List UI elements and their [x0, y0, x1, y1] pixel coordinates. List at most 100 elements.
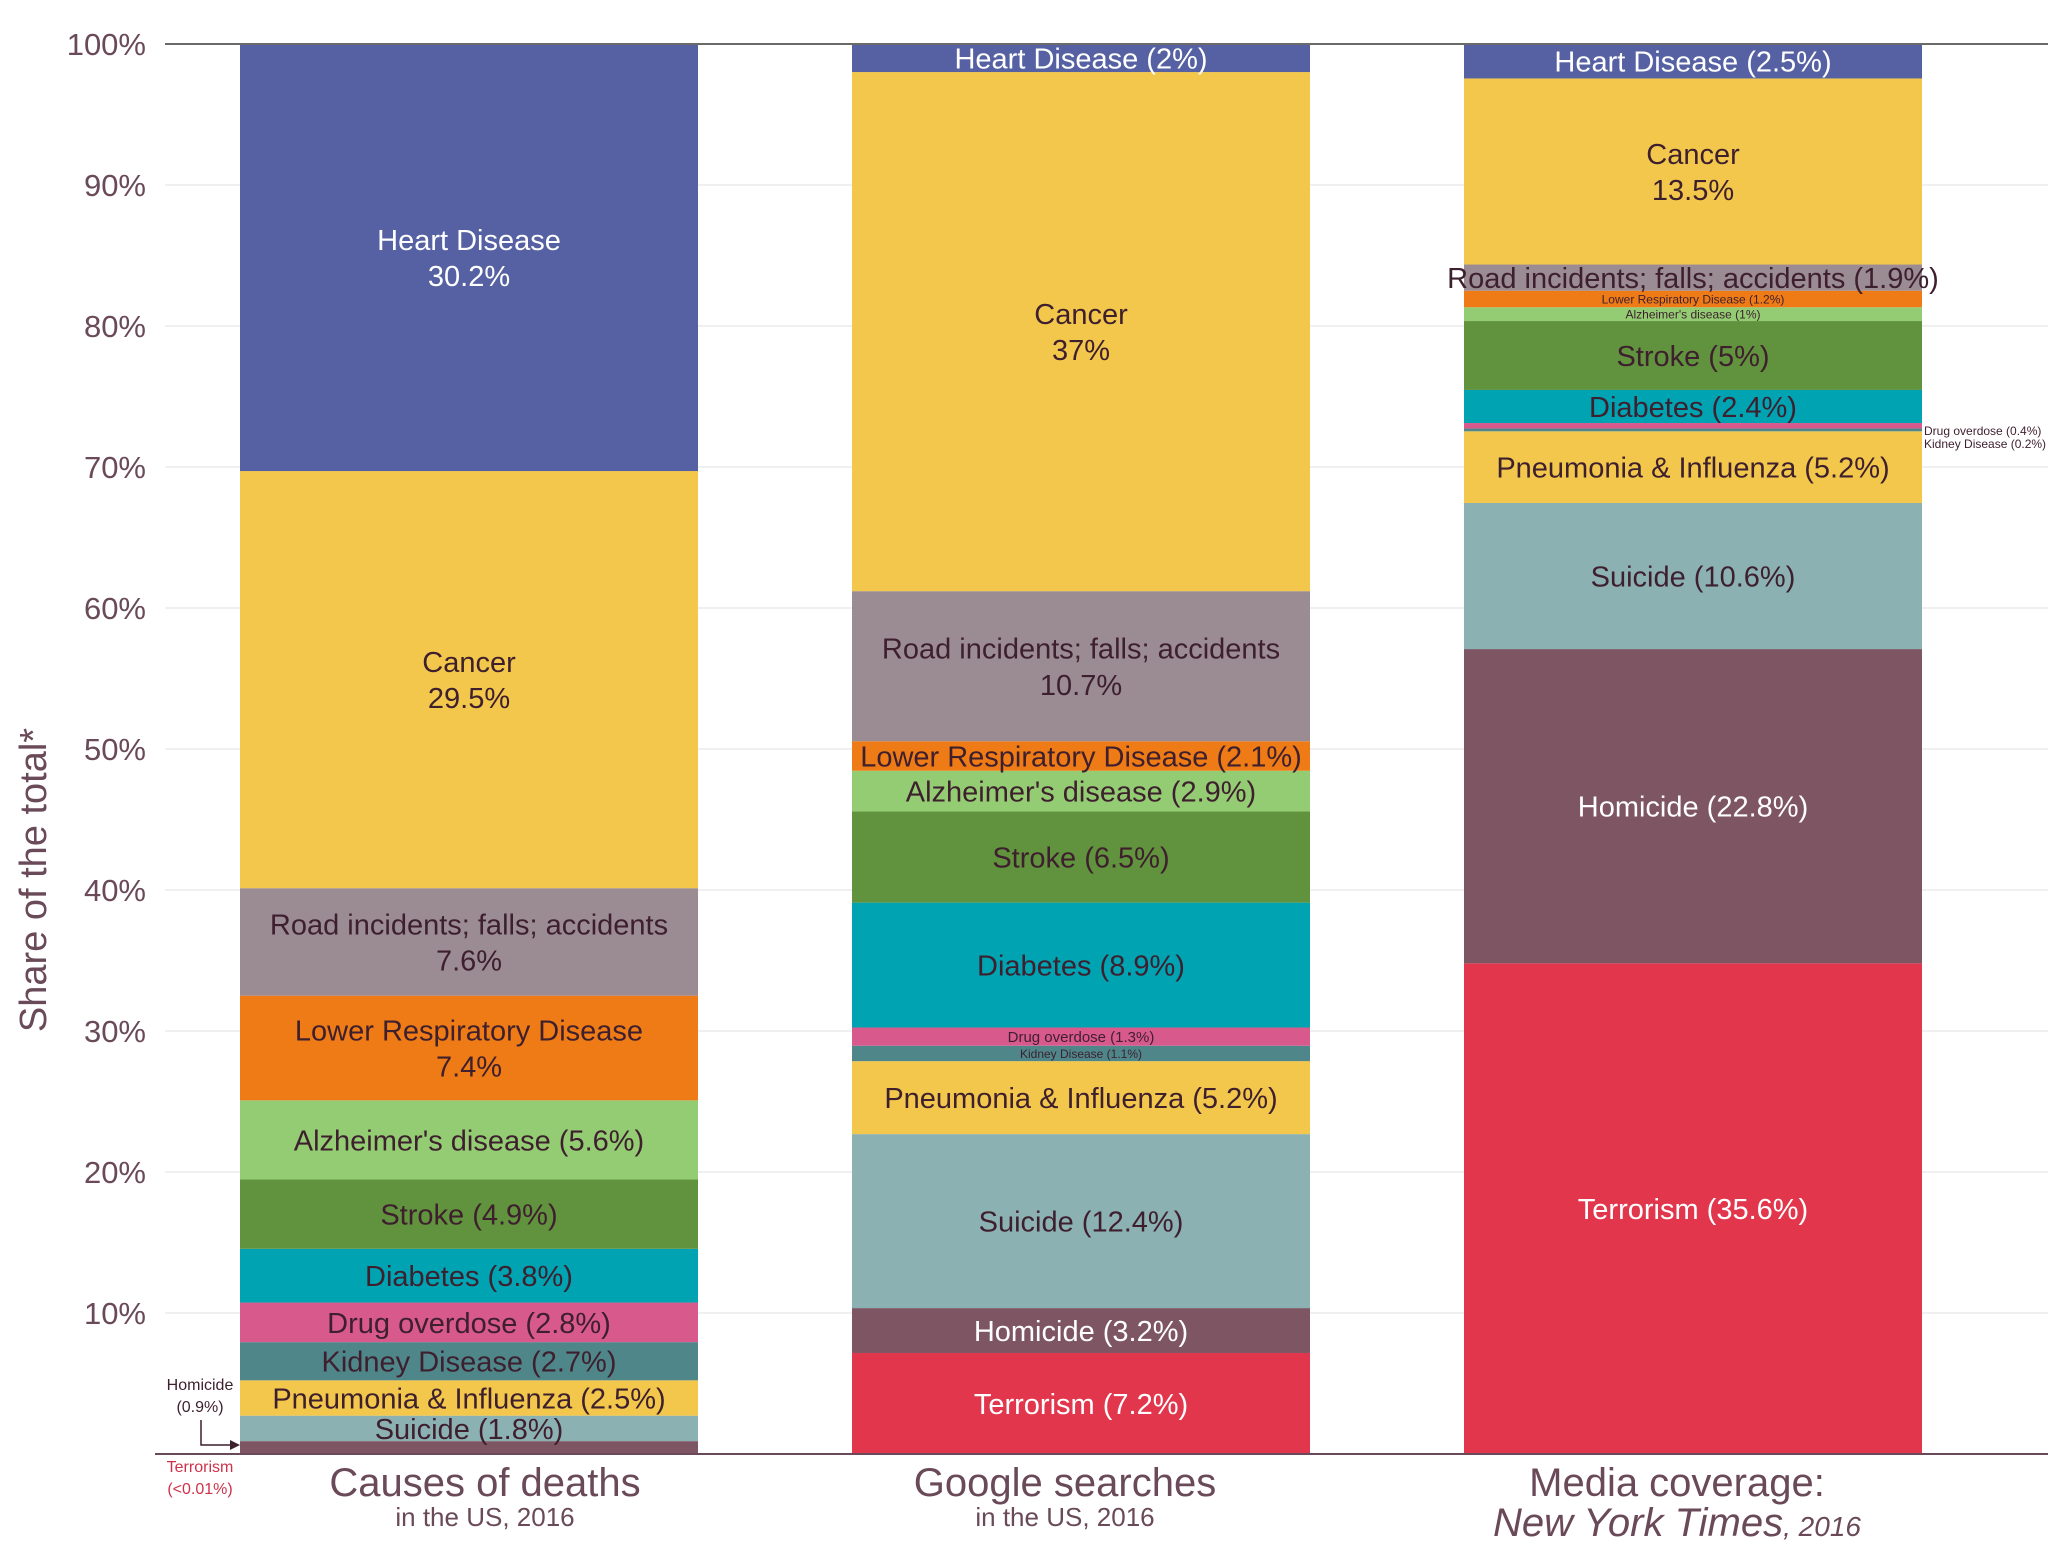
- segment-label: Kidney Disease (2.7%): [322, 1347, 617, 1379]
- bar-segment-suicide: [852, 1134, 1310, 1309]
- bar-segment-lower-respiratory-disease: [852, 741, 1310, 771]
- y-tick-label: 40%: [84, 873, 146, 908]
- bar-segment-pneumonia-influenza: [240, 1380, 698, 1416]
- bar-segment-terrorism: [852, 1352, 1310, 1454]
- segment-label: Pneumonia & Influenza (5.2%): [1496, 453, 1889, 485]
- segment-label: Drug overdose (1.3%): [1008, 1029, 1155, 1046]
- category-subtitle: in the US, 2016: [975, 1502, 1154, 1532]
- y-tick-label: 10%: [84, 1296, 146, 1331]
- category-title: Media coverage:: [1529, 1461, 1825, 1505]
- bar-segment-homicide: [852, 1308, 1310, 1353]
- arrow-icon: [200, 1420, 236, 1446]
- bar-segment-kidney-disease: [1464, 428, 1922, 432]
- y-axis-ticks: 10% 20% 30% 40% 50% 60% 70% 80% 90% 100%: [67, 27, 146, 1331]
- y-axis-label: Share of the total*: [13, 728, 55, 1032]
- bar-segment-stroke: [852, 811, 1310, 903]
- segment-label: Lower Respiratory Disease (2.1%): [860, 741, 1302, 773]
- bar-segment-lower-respiratory-disease: [1464, 290, 1922, 308]
- y-tick-label: 20%: [84, 1155, 146, 1190]
- bar-segment-road-incidents-falls-accidents: [240, 888, 698, 996]
- segment-label: Kidney Disease (1.1%): [1020, 1047, 1142, 1061]
- segment-labels: Suicide (1.8%)Pneumonia & Influenza (2.5…: [270, 43, 1939, 1445]
- segment-label: Pneumonia & Influenza (5.2%): [884, 1083, 1277, 1115]
- y-tick-label: 90%: [84, 168, 146, 203]
- category-subtitle: New York Times, 2016: [1493, 1501, 1861, 1545]
- bar-segment-diabetes: [240, 1248, 698, 1303]
- segment-label: Alzheimer's disease (5.6%): [294, 1125, 644, 1157]
- segment-label: Suicide (12.4%): [979, 1207, 1184, 1239]
- segment-label: Cancer 13.5%: [1646, 139, 1740, 207]
- y-tick-label: 70%: [84, 450, 146, 485]
- segment-label: Stroke (4.9%): [380, 1200, 557, 1232]
- kidney-disease-side-note: Kidney Disease (0.2%): [1924, 437, 2046, 451]
- segment-label: Road incidents; falls; accidents (1.9%): [1447, 263, 1939, 295]
- bar-segment-road-incidents-falls-accidents: [852, 591, 1310, 742]
- segment-label: Lower Respiratory Disease 7.4%: [295, 1015, 643, 1083]
- segment-label: Cancer 29.5%: [422, 647, 516, 715]
- segment-label: Homicide (22.8%): [1578, 792, 1808, 824]
- bar-segment-stroke: [240, 1179, 698, 1249]
- bar-segment-suicide: [1464, 502, 1922, 650]
- bar-segment-terrorism: [1464, 963, 1922, 1454]
- bar-segment-pneumonia-influenza: [1464, 431, 1922, 503]
- bar-segment-homicide: [1464, 649, 1922, 964]
- y-tick-label: 100%: [67, 27, 146, 62]
- bar-segment-cancer: [852, 72, 1310, 592]
- segment-label: Diabetes (2.4%): [1589, 392, 1797, 424]
- bar-segment-alzheimer-s-disease: [240, 1100, 698, 1180]
- bar-segment-alzheimer-s-disease: [1464, 307, 1922, 322]
- segment-label: Suicide (1.8%): [375, 1414, 564, 1446]
- segment-label: Stroke (5%): [1616, 341, 1769, 373]
- segment-label: Terrorism (7.2%): [974, 1389, 1188, 1421]
- segment-label: Pneumonia & Influenza (2.5%): [272, 1383, 665, 1415]
- bar-segment-drug-overdose: [240, 1302, 698, 1343]
- bar-segment-heart-disease: [852, 44, 1310, 73]
- y-tick-label: 50%: [84, 732, 146, 767]
- category-title: Causes of deaths: [329, 1461, 640, 1505]
- segment-label: Drug overdose (2.8%): [327, 1308, 611, 1340]
- terrorism-note: Terrorism: [167, 1459, 234, 1476]
- bar-segment-heart-disease: [1464, 44, 1922, 79]
- segment-label: Heart Disease (2.5%): [1554, 47, 1831, 79]
- bar-segment-lower-respiratory-disease: [240, 995, 698, 1101]
- bar-segment-diabetes: [852, 902, 1310, 1028]
- arrowhead-icon: [230, 1440, 240, 1450]
- segment-label: Heart Disease 30.2%: [377, 225, 561, 293]
- y-tick-label: 80%: [84, 309, 146, 344]
- segment-label: Road incidents; falls; accidents 10.7%: [882, 634, 1280, 702]
- segment-label: Diabetes (8.9%): [977, 950, 1185, 982]
- segment-label: Homicide (3.2%): [974, 1316, 1188, 1348]
- homicide-note-value: (0.9%): [176, 1399, 223, 1416]
- bar-segment-cancer: [240, 471, 698, 889]
- terrorism-note-value: (<0.01%): [167, 1481, 232, 1498]
- segment-label: Lower Respiratory Disease (1.2%): [1602, 292, 1785, 306]
- segment-label: Alzheimer's disease (2.9%): [906, 777, 1256, 809]
- bar-segment-stroke: [1464, 321, 1922, 390]
- segment-label: Stroke (6.5%): [992, 842, 1169, 874]
- segment-label: Cancer 37%: [1034, 299, 1128, 367]
- bar-segment-drug-overdose: [1464, 423, 1922, 429]
- bar-segment-diabetes: [1464, 389, 1922, 424]
- segment-label: Heart Disease (2%): [954, 43, 1207, 75]
- homicide-note: Homicide: [167, 1377, 234, 1394]
- bar-segment-road-incidents-falls-accidents: [1464, 264, 1922, 291]
- bar-segment-cancer: [1464, 78, 1922, 265]
- y-tick-label: 60%: [84, 591, 146, 626]
- bar-segment-kidney-disease: [240, 1342, 698, 1381]
- annotations: Homicide (0.9%) Terrorism (<0.01%) Drug over…: [167, 424, 2046, 1498]
- y-tick-label: 30%: [84, 1014, 146, 1049]
- bar-segment-homicide: [240, 1441, 698, 1454]
- category-title: Google searches: [914, 1461, 1216, 1505]
- bars: [240, 44, 1922, 1455]
- bar-segment-alzheimer-s-disease: [852, 770, 1310, 812]
- segment-label: Terrorism (35.6%): [1578, 1194, 1808, 1226]
- bar-segment-pneumonia-influenza: [852, 1061, 1310, 1135]
- segment-label: Suicide (10.6%): [1591, 561, 1796, 593]
- drug-overdose-side-note: Drug overdose (0.4%): [1924, 424, 2041, 438]
- segment-label: Diabetes (3.8%): [365, 1261, 573, 1293]
- segment-label: Road incidents; falls; accidents 7.6%: [270, 909, 668, 977]
- bar-segment-suicide: [240, 1415, 698, 1442]
- bar-segment-kidney-disease: [852, 1045, 1310, 1062]
- category-subtitle: in the US, 2016: [395, 1502, 574, 1532]
